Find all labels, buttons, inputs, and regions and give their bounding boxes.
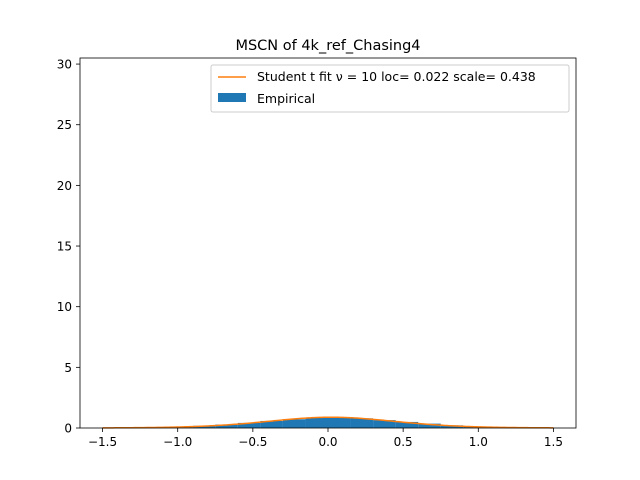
x-tick-label: −1.0 <box>163 435 192 449</box>
legend-box <box>210 64 570 113</box>
chart-title: MSCN of 4k_ref_Chasing4 <box>235 38 420 54</box>
student-t-fit-line <box>102 416 554 429</box>
histogram-bar <box>282 419 306 428</box>
histogram-bar <box>440 425 464 428</box>
histogram-bar <box>350 418 374 428</box>
legend-empirical-label: Empirical <box>257 91 315 106</box>
histogram-bar <box>305 417 328 428</box>
y-tick-label: 10 <box>57 300 72 314</box>
x-tick-label: −0.5 <box>238 435 267 449</box>
x-tick-label: 1.0 <box>469 435 488 449</box>
legend-fit-label: Student t fit ν = 10 loc= 0.022 scale= 0… <box>257 69 536 84</box>
histogram-bar <box>237 422 261 428</box>
y-tick-label: 0 <box>64 422 72 436</box>
legend-empirical-swatch <box>218 93 246 102</box>
x-tick-label: 0.0 <box>318 435 337 449</box>
histogram-bar <box>373 420 396 428</box>
histogram-bar <box>328 417 351 428</box>
axes-frame <box>79 57 577 429</box>
x-tick-label: 0.5 <box>394 435 413 449</box>
y-tick-label: 30 <box>57 58 72 72</box>
y-axis-ticks: 0 5 10 15 20 25 30 <box>57 58 80 436</box>
histogram-bar <box>395 421 419 428</box>
histogram-bar <box>418 423 441 428</box>
legend: Student t fit ν = 10 loc= 0.022 scale= 0… <box>210 64 570 113</box>
y-tick-label: 15 <box>57 240 72 254</box>
x-tick-label: −1.5 <box>88 435 117 449</box>
histogram-bar <box>192 425 216 428</box>
y-tick-label: 25 <box>57 118 72 132</box>
histogram-bar <box>215 424 238 428</box>
histogram-bar <box>260 420 283 428</box>
y-tick-label: 5 <box>64 361 72 375</box>
y-tick-label: 20 <box>57 179 72 193</box>
x-tick-label: 1.5 <box>544 435 563 449</box>
x-axis-ticks: −1.5 −1.0 −0.5 0.0 0.5 1.0 1.5 <box>88 428 563 449</box>
